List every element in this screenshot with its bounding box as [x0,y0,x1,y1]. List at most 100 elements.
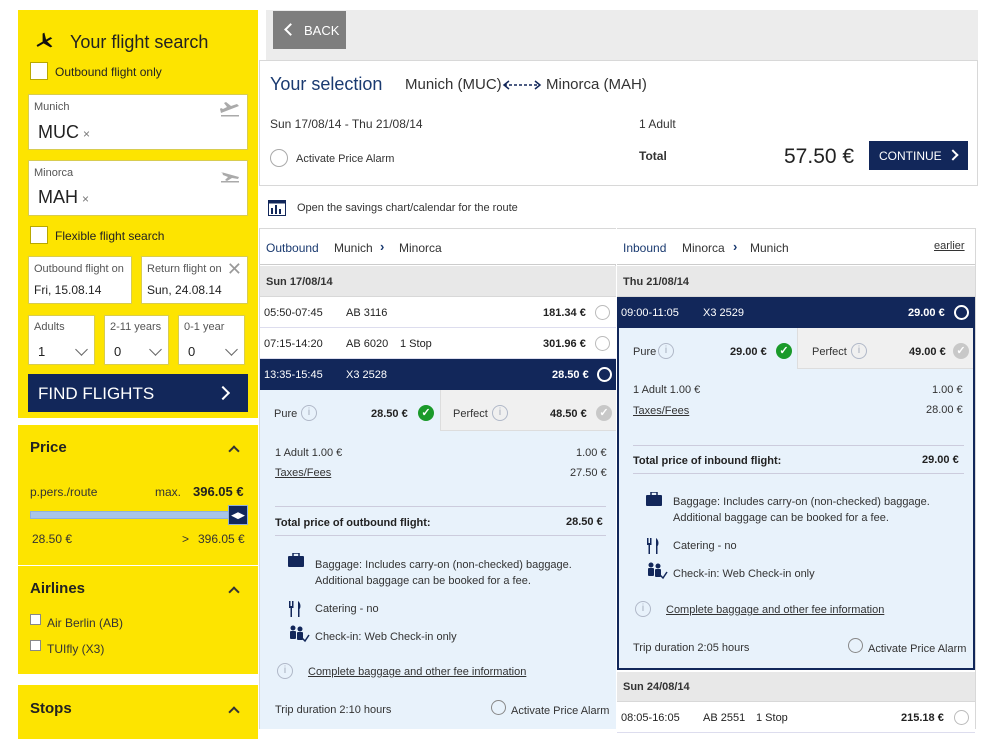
outbound-date-value: Fri, 15.08.14 [34,283,102,297]
outbound-date-label: Outbound flight on [34,263,124,275]
airlines-title: Airlines [30,580,86,597]
fee-info-link[interactable]: Complete baggage and other fee informati… [666,604,885,616]
baggage-icon [288,553,304,567]
pure-price: 29.00 € [730,346,767,358]
flexible-search-checkbox[interactable] [30,226,48,244]
savings-chart-link[interactable]: Open the savings chart/calendar for the … [297,202,518,214]
flight-row[interactable]: 08:05-16:05 AB 2551 1 Stop 215.18 € [617,702,975,733]
price-slider-handle[interactable]: ◀▶ [228,505,248,525]
flight-price: 28.50 € [552,369,589,381]
checkin-text: Check-in: Web Check-in only [673,568,815,580]
flight-radio[interactable] [595,305,610,320]
chevron-left-icon [284,23,297,36]
flight-radio-selected[interactable] [597,367,612,382]
inbound-total-label: Total price of inbound flight: [633,455,782,467]
flight-time: 09:00-11:05 [621,307,679,319]
info-icon[interactable]: i [658,343,674,359]
selection-passengers: 1 Adult [639,117,676,131]
chevron-right-icon: › [380,239,385,254]
children-select[interactable]: 2-11 years 0 [104,315,169,365]
outbound-total-value: 28.50 € [566,516,603,528]
info-icon[interactable]: i [301,405,317,421]
price-max-label: max. [155,485,182,499]
total-value: 57.50 € [784,145,855,168]
inbound-date-bar-2: Sun 24/08/14 [617,672,975,702]
flight-radio[interactable] [595,336,610,351]
taxes-value: 27.50 € [570,467,607,479]
airline-ab-checkbox[interactable] [30,614,41,625]
outbound-date-bar: Sun 17/08/14 [260,266,616,297]
alarm-clock-icon [848,638,863,653]
info-icon[interactable]: i [851,343,867,359]
adult-fare-value: 1.00 € [932,384,963,396]
adults-select[interactable]: Adults 1 [28,315,95,365]
return-date-value: Sun, 24.08.14 [147,283,222,297]
check-icon: ✓ [418,405,434,421]
taxes-link[interactable]: Taxes/Fees [633,405,690,417]
collapse-stops-icon[interactable] [228,706,240,718]
airline-ab-label: Air Berlin (AB) [47,616,124,630]
outbound-date-field[interactable]: Outbound flight on Fri, 15.08.14 [28,256,132,304]
fee-info-link[interactable]: Complete baggage and other fee informati… [308,666,527,678]
origin-field[interactable]: Munich MUC × [28,94,248,150]
divider [633,445,964,446]
info-icon: i [277,663,293,679]
price-alarm-link[interactable]: Activate Price Alarm [868,643,967,655]
perfect-tariff-tab[interactable]: Perfect i 48.50 € ✓ [440,390,616,431]
flexible-search-label: Flexible flight search [55,229,165,243]
continue-button[interactable]: CONTINUE [869,141,968,170]
chevron-down-icon [75,343,88,356]
inbound-from: Minorca [682,241,725,255]
remove-destination-icon[interactable]: × [82,192,90,206]
selection-dates: Sun 17/08/14 - Thu 21/08/14 [270,117,423,131]
info-icon[interactable]: i [492,405,508,421]
price-alarm-link[interactable]: Activate Price Alarm [296,153,395,165]
return-date-field[interactable]: Return flight on Sun, 24.08.14 ✕ [141,256,248,304]
taxes-link[interactable]: Taxes/Fees [275,467,332,479]
flight-radio-selected[interactable] [954,305,969,320]
flight-price: 29.00 € [908,307,945,319]
alarm-clock-icon [491,700,506,715]
collapse-airlines-icon[interactable] [228,586,240,598]
baggage-text: Includes carry-on (non-checked) baggage. [720,496,930,508]
inbound-to: Munich [750,241,789,255]
flight-code: X3 2529 [703,307,744,319]
divider [275,506,606,507]
outbound-header: Outbound Munich › Minorca [260,228,616,265]
flight-price: 181.34 € [543,307,586,319]
cutlery-icon [647,538,659,554]
chevron-right-icon [947,149,959,161]
collapse-price-icon[interactable] [228,445,240,457]
chevron-down-icon [225,343,238,356]
infants-select[interactable]: 0-1 year 0 [178,315,245,365]
price-slider-track[interactable] [30,511,246,519]
price-alarm-link[interactable]: Activate Price Alarm [511,705,610,717]
perfect-tariff-tab[interactable]: Perfect i 49.00 € ✓ [797,328,973,369]
clear-return-icon[interactable]: ✕ [226,259,242,279]
flight-row-selected[interactable]: 09:00-11:05 X3 2529 29.00 € [617,297,975,328]
outbound-only-label: Outbound flight only [55,65,162,79]
back-button[interactable]: BACK [273,11,346,49]
flight-row[interactable]: 07:15-14:20 AB 6020 1 Stop 301.96 € [260,328,616,359]
perfect-label: Perfect [812,346,847,358]
flight-radio[interactable] [954,710,969,725]
destination-field[interactable]: Minorca MAH × [28,160,248,216]
earlier-link[interactable]: earlier [934,240,965,252]
flight-time: 08:05-16:05 [621,712,680,724]
flight-row-selected[interactable]: 13:35-15:45 X3 2528 28.50 € [260,359,616,390]
pure-tariff-tab[interactable]: Pure i 29.00 € ✓ [619,328,797,369]
remove-origin-icon[interactable]: × [83,127,91,141]
stops-filter: Stops [18,685,258,739]
price-max-value: 396.05 € [193,484,244,499]
outbound-column: Outbound Munich › Minorca Sun 17/08/14 0… [259,228,616,729]
outbound-only-checkbox[interactable] [30,62,48,80]
flight-time: 07:15-14:20 [264,338,323,350]
find-flights-button[interactable]: FIND FLIGHTS [28,374,248,412]
inbound-date-bar: Thu 21/08/14 [617,266,975,297]
pure-tariff-tab[interactable]: Pure i 28.50 € ✓ [260,390,440,431]
flight-price: 301.96 € [543,338,586,350]
taxes-value: 28.00 € [926,404,963,416]
airline-x3-checkbox[interactable] [30,640,41,651]
catering-text: Catering - no [673,540,737,552]
flight-row[interactable]: 05:50-07:45 AB 3116 181.34 € [260,297,616,328]
